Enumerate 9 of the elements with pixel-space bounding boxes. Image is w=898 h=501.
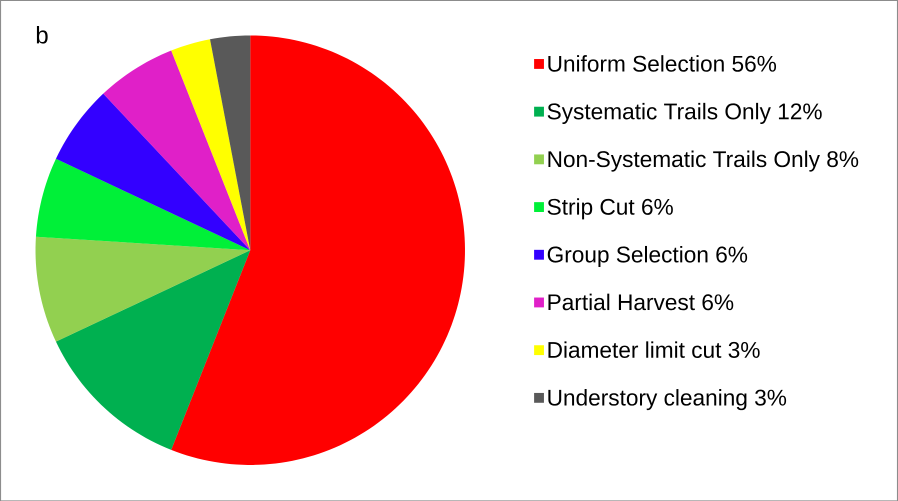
legend-label: Uniform Selection 56% <box>548 54 776 72</box>
chart-title: b <box>36 26 48 44</box>
legend-label: Non-Systematic Trails Only 8% <box>548 150 858 172</box>
legend-label: Strip Cut 6% <box>548 198 673 220</box>
legend-label: Understory cleaning 3% <box>548 388 786 410</box>
legend-label: Group Selection 6% <box>548 246 748 267</box>
legend-label: Diameter limit cut 3% <box>548 341 760 358</box>
legend-label: Partial Harvest 6% <box>548 293 734 310</box>
legend-label: Systematic Trails Only 12% <box>548 102 822 124</box>
